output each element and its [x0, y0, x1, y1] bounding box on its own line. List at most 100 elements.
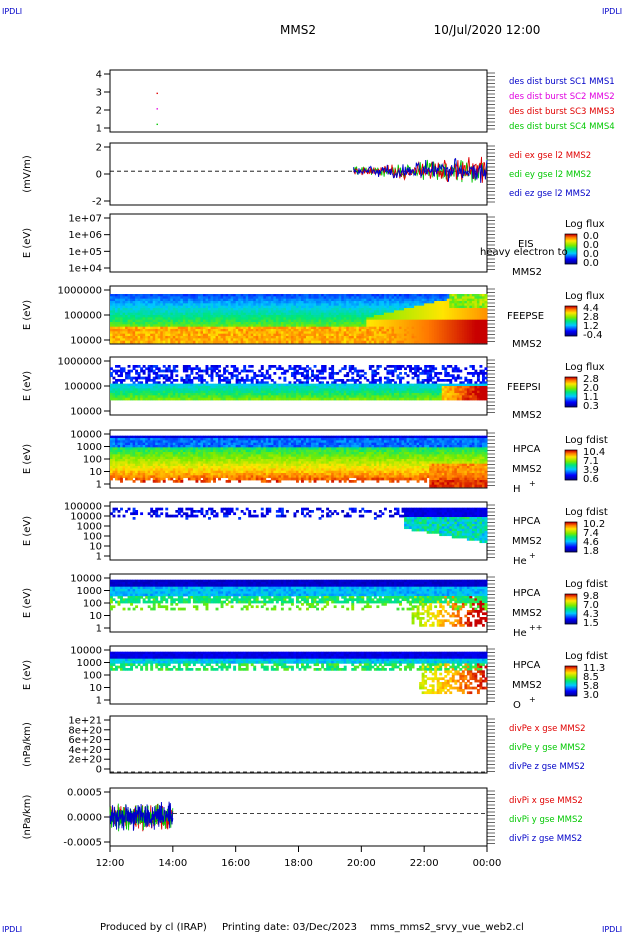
feeps-i-cell [456, 397, 460, 401]
feeps-e-cell [200, 319, 204, 323]
feeps-e-cell [185, 319, 189, 323]
feeps-i-cell [263, 395, 267, 399]
feeps-e-cell [263, 340, 267, 344]
feeps-i-cell [243, 369, 247, 373]
feeps-e-cell [419, 319, 423, 323]
feeps-i-cell [361, 369, 365, 373]
feeps-i-cell [348, 386, 352, 389]
feeps-i-cell [328, 372, 332, 375]
feeps-e-cell [285, 301, 289, 304]
feeps-e-cell [190, 310, 194, 314]
feeps-e-cell [328, 296, 332, 300]
feeps-e-cell [117, 315, 121, 318]
feeps-i-cell [230, 397, 234, 401]
feeps-i-cell [404, 390, 407, 394]
feeps-e-cell [481, 340, 485, 344]
feeps-e-cell [155, 340, 159, 344]
feeps-e-cell [130, 298, 134, 302]
feeps-e-cell [275, 308, 279, 311]
feeps-i-cell [356, 395, 360, 399]
feeps-e-cell [363, 326, 367, 330]
feeps-e-cell [404, 303, 407, 307]
feeps-e-cell [258, 333, 262, 337]
feeps-i-cell [449, 395, 453, 399]
feeps-e-cell [160, 329, 164, 332]
feeps-e-cell [278, 317, 282, 321]
feeps-e-cell [130, 308, 134, 311]
feeps-e-cell [436, 301, 440, 304]
feeps-e-cell [441, 319, 445, 323]
feeps-i-cell [245, 397, 249, 401]
feeps-e-cell [110, 333, 113, 337]
feeps-e-cell [210, 329, 214, 332]
feeps-i-cell [255, 388, 259, 392]
feeps-e-cell [210, 326, 214, 330]
feeps-e-cell [426, 317, 430, 321]
feeps-i-cell [243, 397, 247, 401]
feeps-e-cell [175, 296, 179, 300]
feeps-i-cell [346, 374, 350, 378]
feeps-e-cell [192, 322, 196, 325]
feeps-i-cell [208, 386, 211, 389]
burst-point [156, 92, 158, 95]
feeps-i-cell [464, 388, 468, 392]
feeps-e-cell [172, 338, 176, 342]
feeps-e-cell [441, 303, 445, 307]
feeps-e-cell [426, 294, 430, 297]
feeps-e-cell [371, 329, 375, 332]
feeps-e-cell [338, 333, 342, 337]
feeps-e-cell [218, 319, 221, 323]
feeps-i-cell [469, 393, 473, 396]
feeps-e-cell [145, 310, 149, 314]
feeps-i-cell [135, 379, 139, 382]
feeps-i-cell [348, 369, 352, 373]
feeps-e-cell [255, 315, 259, 318]
feeps-e-cell [316, 326, 319, 330]
feeps-i-cell [363, 372, 367, 375]
feeps-e-cell [288, 322, 292, 325]
feeps-i-cell [328, 395, 332, 399]
feeps-e-cell [351, 315, 355, 318]
feeps-e-cell [436, 322, 440, 325]
feeps-i-cell [145, 393, 149, 396]
feeps-i-cell [230, 393, 234, 396]
feeps-e-cell [381, 296, 385, 300]
feeps-e-cell [223, 338, 227, 342]
feeps-e-cell [399, 303, 402, 307]
feeps-i-cell [376, 397, 380, 401]
feeps-i-cell [409, 393, 412, 396]
feeps-i-cell [245, 386, 249, 389]
feeps-i-cell [253, 393, 257, 396]
feeps-e-cell [240, 336, 244, 339]
feeps-e-cell [361, 298, 365, 302]
feeps-i-cell [394, 367, 397, 371]
feeps-e-cell [381, 326, 385, 330]
feeps-i-cell [376, 386, 380, 389]
feeps-e-cell [293, 298, 297, 302]
feeps-i-cell [248, 365, 252, 368]
feeps-e-cell [426, 296, 430, 300]
feeps-i-cell [318, 383, 322, 387]
feeps-i-cell [399, 383, 402, 387]
feeps-e-cell [449, 305, 453, 309]
feeps-e-cell [308, 298, 312, 302]
feeps-e-cell [295, 340, 299, 344]
feeps-e-cell [147, 317, 151, 321]
feeps-e-cell [351, 308, 355, 311]
feeps-e-cell [223, 301, 227, 304]
feeps-e-cell [333, 303, 337, 307]
feeps-e-cell [301, 333, 304, 337]
feeps-e-colorbar-frame [564, 305, 578, 337]
feeps-e-cell [343, 329, 347, 332]
feeps-i-cell [218, 397, 221, 401]
feeps-e-cell [333, 312, 337, 316]
feeps-e-cell [411, 315, 415, 318]
feeps-e-cell [301, 305, 304, 309]
feeps-e-cell [326, 326, 330, 330]
feeps-e-cell [165, 296, 169, 300]
feeps-i-cell [210, 369, 214, 373]
feeps-e-cell [333, 296, 337, 300]
feeps-i-cell [180, 397, 184, 401]
feeps-e-cell [240, 310, 244, 314]
feeps-i-cell [409, 388, 412, 392]
